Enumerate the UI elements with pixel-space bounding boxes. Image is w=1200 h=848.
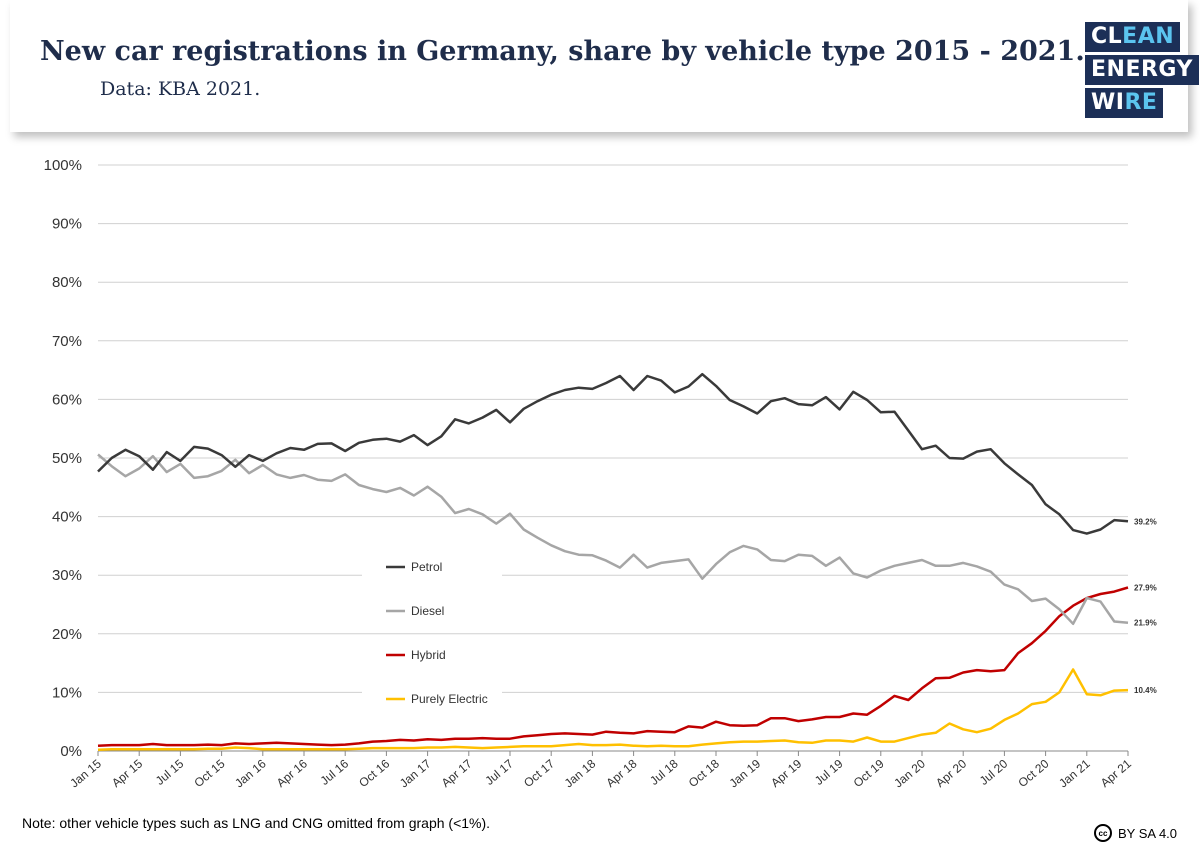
end-value-label: 10.4% — [1134, 686, 1157, 695]
x-tick-label: Apr 19 — [768, 756, 804, 790]
y-tick-label: 0% — [60, 743, 82, 760]
series-lines — [97, 372, 1129, 752]
logo-text: CL — [1091, 24, 1123, 49]
y-tick-label: 100% — [44, 157, 82, 174]
logo-text: ENERGY — [1091, 57, 1193, 82]
chart-subtitle: Data: KBA 2021. — [100, 78, 261, 100]
x-tick-label: Jul 20 — [977, 756, 1011, 788]
chart-title: New car registrations in Germany, share … — [40, 36, 1085, 67]
x-tick-label: Oct 16 — [356, 756, 392, 790]
x-tick-label: Apr 16 — [274, 756, 310, 790]
creative-commons-icon: cc — [1094, 824, 1112, 842]
x-tick-label: Oct 17 — [521, 756, 557, 790]
logo-line-2: ENERGY — [1085, 55, 1199, 85]
x-tick-label: Oct 18 — [686, 756, 722, 790]
series-line-diesel — [97, 453, 1129, 626]
logo-line-3: WIRE — [1085, 88, 1164, 118]
end-value-labels: 39.2% 21.9% 27.9% 10.4% — [1134, 517, 1157, 695]
x-tick-label: Jul 17 — [482, 756, 516, 788]
chart-header: New car registrations in Germany, share … — [10, 0, 1199, 132]
x-tick-label: Oct 20 — [1015, 756, 1051, 790]
y-tick-label: 20% — [52, 626, 82, 643]
x-tick-label: Oct 19 — [851, 756, 887, 790]
end-value-label: 27.9% — [1134, 584, 1157, 593]
license-badge: cc BY SA 4.0 — [1094, 824, 1177, 842]
legend-bg — [362, 598, 502, 624]
y-tick-label: 80% — [52, 274, 82, 291]
y-tick-label: 40% — [52, 509, 82, 526]
legend-label: Petrol — [411, 560, 442, 574]
legend-bg — [362, 554, 502, 580]
legend: Petrol Diesel Hybrid Purely Electric — [362, 554, 502, 712]
x-tick-label: Apr 17 — [439, 756, 475, 790]
x-tick-label: Jan 16 — [232, 756, 269, 790]
x-tick-label: Jul 18 — [647, 756, 681, 788]
x-tick-label: Jan 17 — [397, 756, 434, 790]
license-text: BY SA 4.0 — [1118, 825, 1178, 841]
y-tick-label: 50% — [52, 450, 82, 467]
logo-line-1: CLEAN — [1085, 22, 1181, 52]
legend-bg — [362, 686, 502, 712]
line-chart: 0% 10% 20% 30% 40% 50% 60% 70% 80% 90% 100% Jan 15… — [44, 157, 1157, 790]
end-value-label: 39.2% — [1134, 517, 1157, 526]
legend-label: Purely Electric — [411, 692, 488, 706]
x-tick-label: Jul 15 — [153, 756, 187, 788]
gridlines — [98, 164, 1128, 752]
x-tick-label: Jan 20 — [891, 756, 928, 790]
series-line-hybrid — [97, 586, 1129, 747]
y-tick-label: 30% — [52, 567, 82, 584]
y-tick-label: 90% — [52, 216, 82, 233]
legend-label: Hybrid — [411, 648, 446, 662]
logo-text-accent: RE — [1124, 90, 1158, 115]
x-tick-label: Jul 19 — [812, 756, 846, 788]
x-axis-ticks: Jan 15 Apr 15 Jul 15 Oct 15 Jan 16 Apr 16 Jul … — [67, 751, 1134, 790]
x-tick-label: Jan 21 — [1056, 756, 1093, 790]
x-tick-label: Jan 15 — [67, 756, 104, 790]
x-tick-label: Apr 15 — [109, 756, 145, 790]
end-value-label: 21.9% — [1134, 619, 1157, 628]
x-tick-label: Apr 21 — [1098, 756, 1134, 790]
x-tick-label: Oct 15 — [191, 756, 227, 790]
series-line-petrol — [97, 372, 1129, 535]
legend-bg — [362, 642, 502, 668]
x-tick-label: Apr 20 — [933, 756, 969, 790]
series-line-purely-electric — [97, 668, 1129, 752]
x-tick-label: Jan 19 — [727, 756, 764, 790]
logo-text-accent: EAN — [1122, 24, 1175, 49]
y-tick-label: 70% — [52, 333, 82, 350]
y-axis-ticks: 0% 10% 20% 30% 40% 50% 60% 70% 80% 90% 100% — [44, 157, 82, 760]
legend-label: Diesel — [411, 604, 444, 618]
x-tick-label: Apr 18 — [603, 756, 639, 790]
x-tick-label: Jan 18 — [562, 756, 599, 790]
x-tick-label: Jul 16 — [318, 756, 352, 788]
logo-text: WI — [1091, 90, 1125, 115]
footnote: Note: other vehicle types such as LNG an… — [22, 815, 491, 831]
y-tick-label: 10% — [52, 684, 82, 701]
y-tick-label: 60% — [52, 391, 82, 408]
